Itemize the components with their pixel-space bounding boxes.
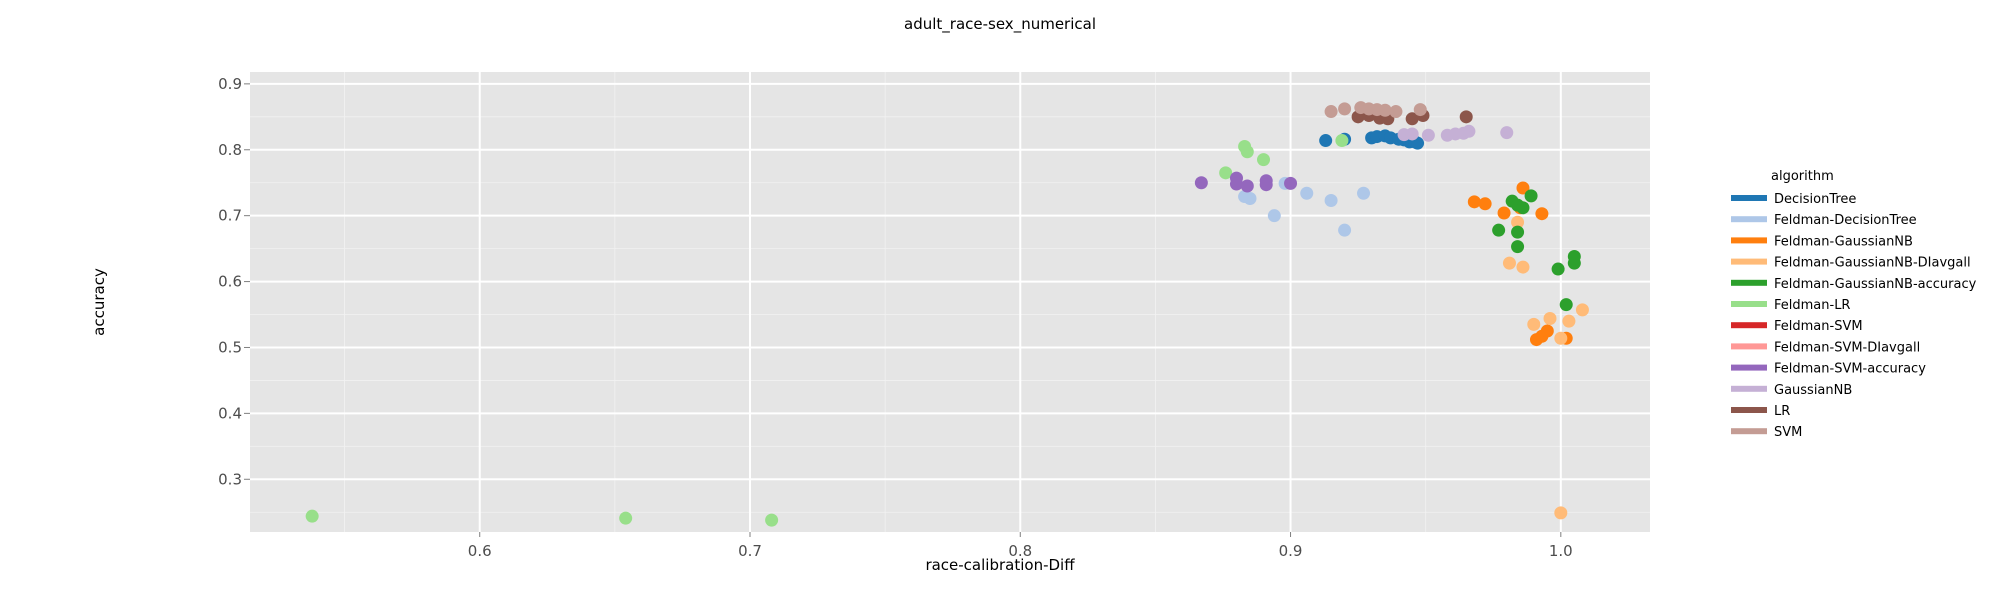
legend-swatch xyxy=(1731,195,1767,201)
legend: algorithm DecisionTree Feldman-DecisionTr… xyxy=(1731,169,1977,440)
data-point xyxy=(1335,134,1349,148)
legend-swatch xyxy=(1731,216,1767,223)
legend-swatch xyxy=(1731,385,1767,392)
data-point xyxy=(1540,324,1554,338)
y-axis-label: accuracy xyxy=(90,268,108,336)
legend-swatch xyxy=(1731,279,1767,286)
data-point xyxy=(1492,223,1506,237)
data-point xyxy=(1462,124,1476,138)
data-point xyxy=(1324,194,1338,208)
legend-swatch xyxy=(1731,364,1767,371)
legend-swatch xyxy=(1731,407,1767,413)
x-tick-label: 0.8 xyxy=(1008,542,1032,560)
data-point xyxy=(1516,260,1530,274)
data-point xyxy=(1284,176,1298,190)
data-point xyxy=(1338,223,1352,237)
chart-title: adult_race-sex_numerical xyxy=(904,15,1096,34)
data-point xyxy=(1229,177,1243,191)
legend-label: Feldman-GaussianNB xyxy=(1774,234,1913,249)
data-point xyxy=(1524,189,1538,203)
legend-swatch xyxy=(1731,343,1767,350)
legend-label: Feldman-SVM xyxy=(1774,319,1863,334)
y-tick-label: 0.5 xyxy=(218,338,242,356)
x-tick-label: 0.7 xyxy=(738,542,762,560)
data-point xyxy=(1516,201,1530,215)
legend-label: Feldman-SVM-DIavgall xyxy=(1774,340,1920,355)
data-point xyxy=(765,513,779,527)
grid-lines xyxy=(250,72,1650,532)
data-point xyxy=(1559,298,1573,312)
x-tick-label: 0.9 xyxy=(1279,542,1303,560)
legend-label: SVM xyxy=(1774,425,1802,440)
data-point xyxy=(305,509,319,523)
data-point xyxy=(1543,311,1557,325)
legend-swatch xyxy=(1731,237,1767,244)
data-point xyxy=(1562,314,1576,328)
data-point xyxy=(1413,103,1427,117)
data-point xyxy=(1389,105,1403,119)
data-point xyxy=(1467,195,1481,209)
data-point xyxy=(1243,192,1257,206)
x-tick-label: 1.0 xyxy=(1549,542,1573,560)
legend-label: Feldman-SVM-accuracy xyxy=(1774,362,1926,377)
data-point xyxy=(1511,240,1525,254)
data-point xyxy=(1405,127,1419,141)
y-tick-label: 0.4 xyxy=(218,404,242,422)
y-tick-label: 0.8 xyxy=(218,141,242,159)
legend-label: Feldman-GaussianNB-DIavgall xyxy=(1774,256,1971,271)
legend-title: algorithm xyxy=(1771,169,1834,184)
data-point xyxy=(1500,126,1514,140)
y-tick-label: 0.3 xyxy=(218,470,242,488)
data-point xyxy=(1478,197,1492,211)
data-point xyxy=(1575,303,1589,317)
x-axis-label: race-calibration-Diff xyxy=(925,556,1075,574)
data-point xyxy=(1357,186,1371,200)
data-point xyxy=(1194,176,1208,190)
legend-label: LR xyxy=(1774,404,1790,419)
data-point xyxy=(619,511,633,525)
data-point xyxy=(1516,181,1530,195)
x-tick-label: 0.6 xyxy=(468,542,492,560)
data-point xyxy=(1502,256,1516,270)
data-point xyxy=(1421,128,1435,142)
data-point xyxy=(1259,178,1273,192)
data-point xyxy=(1567,256,1581,270)
data-point xyxy=(1511,215,1525,229)
data-point xyxy=(1554,331,1568,345)
y-tick-label: 0.9 xyxy=(218,75,242,93)
data-point xyxy=(1267,209,1281,223)
data-point xyxy=(1300,186,1314,200)
data-points xyxy=(305,101,1589,527)
legend-swatch xyxy=(1731,428,1767,435)
data-point xyxy=(1319,134,1333,148)
y-tick-label: 0.6 xyxy=(218,273,242,291)
legend-label: DecisionTree xyxy=(1774,192,1856,207)
plot-area xyxy=(250,72,1650,532)
data-point xyxy=(1257,153,1271,167)
legend-swatch xyxy=(1731,301,1767,307)
data-point xyxy=(1240,145,1254,159)
data-point xyxy=(1551,262,1565,276)
legend-label: Feldman-LR xyxy=(1774,298,1850,313)
legend-label: Feldman-GaussianNB-accuracy xyxy=(1774,277,1977,292)
data-point xyxy=(1324,105,1338,119)
legend-label: Feldman-DecisionTree xyxy=(1774,213,1917,228)
legend-swatch xyxy=(1731,322,1767,329)
data-point xyxy=(1378,103,1392,117)
legend-label: GaussianNB xyxy=(1774,383,1852,398)
data-point xyxy=(1535,207,1549,221)
data-point xyxy=(1511,225,1525,239)
data-point xyxy=(1405,112,1419,126)
data-point xyxy=(1459,110,1473,124)
data-point xyxy=(1527,317,1541,331)
data-point xyxy=(1219,166,1233,180)
legend-swatch xyxy=(1731,258,1767,265)
data-point xyxy=(1338,102,1352,116)
data-point xyxy=(1497,206,1511,220)
y-tick-label: 0.7 xyxy=(218,207,242,225)
data-point xyxy=(1240,179,1254,193)
data-point xyxy=(1554,506,1568,520)
axis-ticks: 0.6 0.7 0.8 0.9 1.0 0.3 0.4 0.5 0.6 0.7 0.8 0.9 xyxy=(218,75,1573,560)
